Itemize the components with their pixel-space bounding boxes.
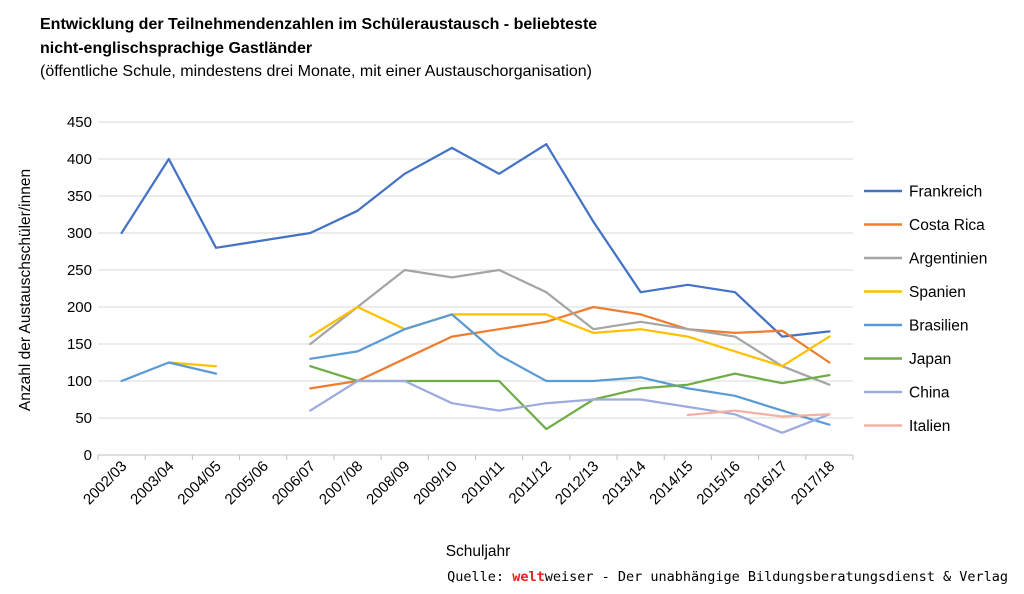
x-tick-label: 2017/18 [788, 458, 838, 508]
y-tick-label: 300 [67, 225, 92, 242]
legend-label: Italien [909, 418, 950, 435]
x-tick-label: 2012/13 [552, 458, 602, 508]
y-tick-label: 350 [67, 188, 92, 205]
x-tick-label: 2014/15 [646, 458, 696, 508]
series-line-spanien [167, 305, 831, 368]
source-brand-rest: weiser [544, 569, 594, 585]
source-brand-bold: welt [512, 569, 545, 585]
x-tick-label: 2016/17 [741, 458, 791, 508]
y-tick-label: 150 [67, 336, 92, 353]
y-tick-label: 450 [67, 114, 92, 131]
series-line-brasilien [120, 313, 831, 426]
x-axis-title: Schuljahr [446, 543, 511, 560]
legend: Frankreich Costa Rica Argentinien Spanien Br… [864, 184, 987, 435]
y-axis-title: Anzahl der Austauschschüler/innen [17, 169, 34, 411]
x-tick-label: 2004/05 [174, 458, 224, 508]
x-tick-label: 2013/14 [599, 458, 649, 508]
source-prefix: Quelle: [447, 569, 513, 585]
y-axis-ticks: 0 50 100 150 200 250 300 350 400 450 [67, 114, 92, 464]
series-line-china [309, 379, 831, 434]
y-tick-label: 100 [67, 373, 92, 390]
chart-title-line1: Entwicklung der Teilnehmendenzahlen im S… [40, 16, 598, 33]
legend-label: Frankreich [909, 184, 982, 201]
x-tick-label: 2005/06 [222, 458, 272, 508]
x-tick-label: 2009/10 [410, 458, 460, 508]
x-tick-label: 2007/08 [316, 458, 366, 508]
legend-label: Spanien [909, 284, 966, 301]
x-tick-label: 2010/11 [458, 458, 508, 508]
series-line-frankreich [120, 143, 831, 338]
y-tick-label: 0 [84, 447, 92, 464]
series-lines [120, 143, 831, 434]
legend-label: Japan [909, 351, 951, 368]
x-tick-label: 2011/12 [506, 458, 556, 508]
y-tick-label: 250 [67, 262, 92, 279]
y-tick-label: 200 [67, 299, 92, 316]
chart-title-line2: nicht-englischsprachige Gastländer [40, 40, 313, 57]
legend-label: China [909, 385, 950, 402]
series-line-costa-rica [309, 305, 831, 390]
x-tick-label: 2003/04 [127, 458, 177, 508]
legend-label: Argentinien [909, 251, 987, 268]
y-tick-label: 50 [75, 410, 92, 427]
series-line-italien [686, 409, 831, 418]
x-tick-label: 2015/16 [693, 458, 743, 508]
x-tick-label: 2008/09 [363, 458, 413, 508]
grid-lines [98, 121, 853, 456]
legend-label: Brasilien [909, 318, 968, 335]
chart-subtitle: (öffentliche Schule, mindestens drei Mon… [40, 63, 593, 80]
x-tick-label: 2006/07 [269, 458, 319, 508]
x-axis-ticks: 2002/032003/042004/052005/062006/072007/… [80, 455, 854, 508]
source-suffix: - Der unabhängige Bildungsberatungsdiens… [593, 569, 1008, 585]
x-tick-label: 2002/03 [80, 458, 130, 508]
y-tick-label: 400 [67, 151, 92, 168]
series-line-argentinien [309, 268, 831, 386]
source-credit: Quelle: weltweiser - Der unabhängige Bil… [447, 569, 1008, 585]
legend-label: Costa Rica [909, 217, 985, 234]
